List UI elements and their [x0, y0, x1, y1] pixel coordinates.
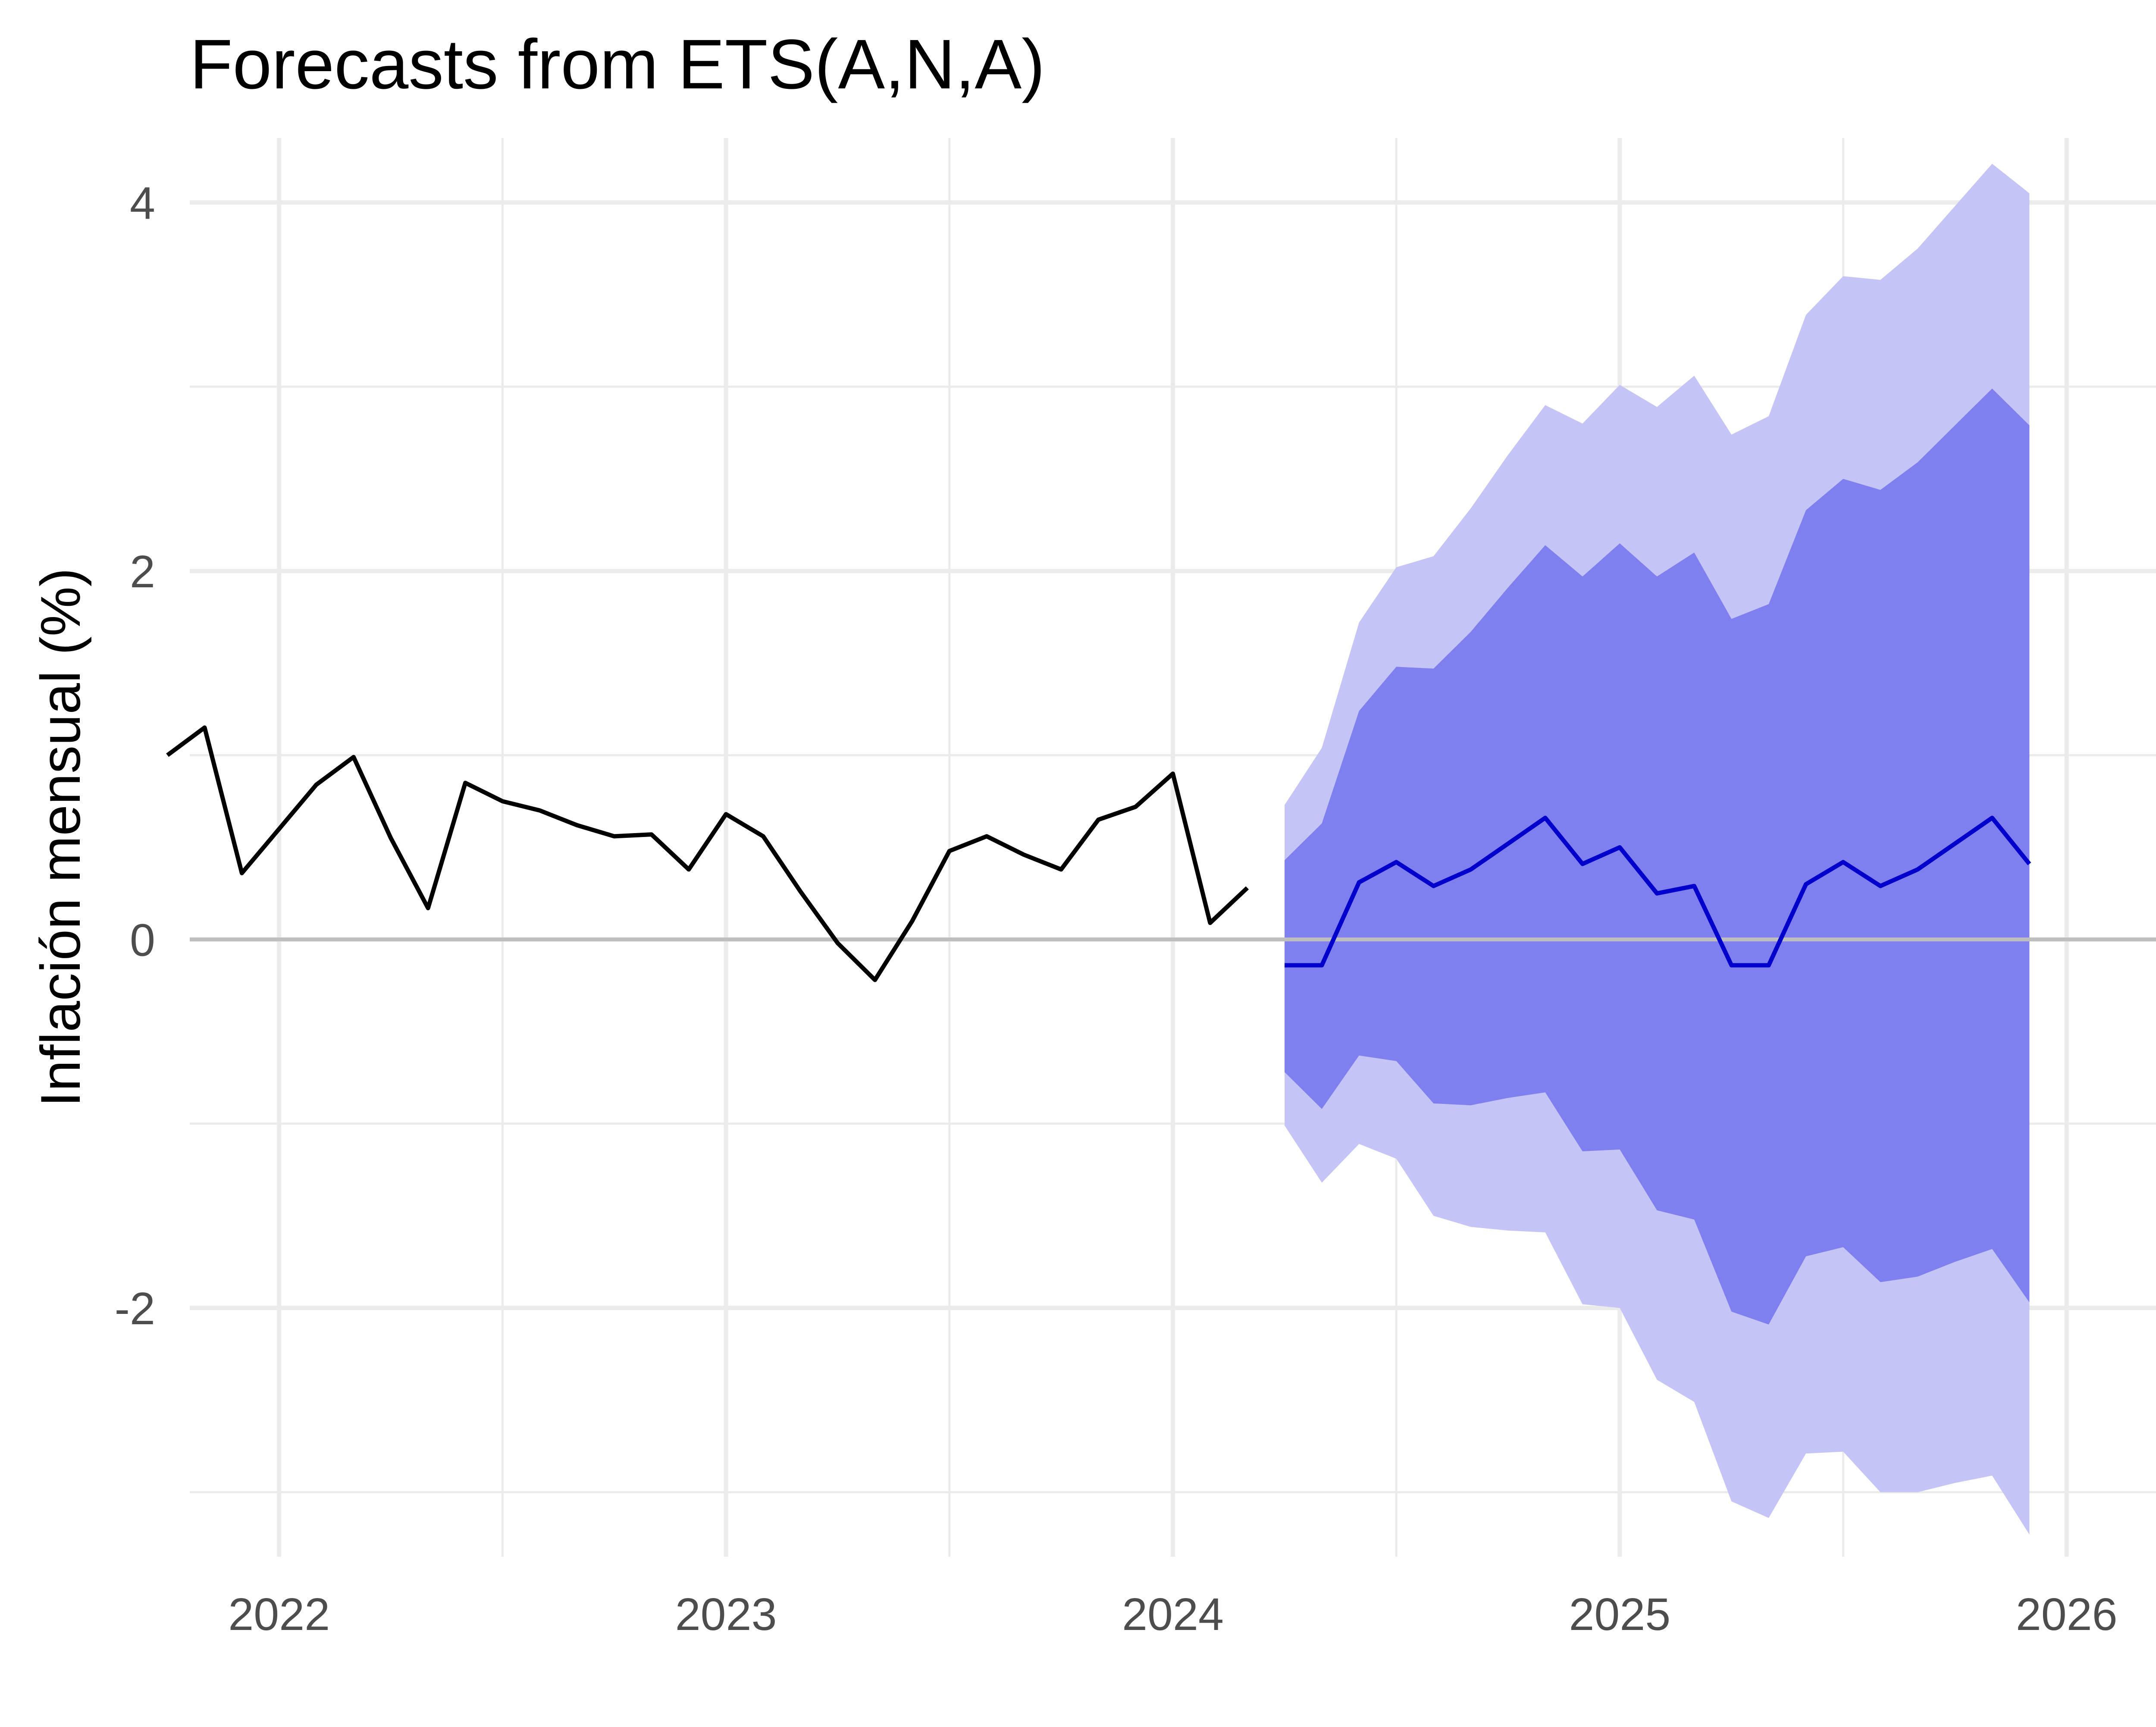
x-tick-label: 2026	[2016, 1589, 2118, 1640]
history-line	[166, 725, 1249, 982]
y-axis-title: Inflación mensual (%)	[29, 568, 92, 1107]
forecast-bands	[1285, 163, 2030, 1535]
series-lines	[166, 725, 2031, 982]
y-tick-label: 0	[130, 915, 155, 966]
x-tick-label: 2022	[228, 1589, 330, 1640]
y-tick-label: 4	[130, 178, 155, 229]
x-tick-label: 2023	[675, 1589, 777, 1640]
axis-labels: 2022 2023 2024 2025 2026 -2 0 2 4	[115, 178, 2118, 1640]
forecast-mean-line	[1285, 815, 2031, 968]
y-tick-label: 2	[130, 546, 155, 597]
x-tick-label: 2024	[1122, 1589, 1224, 1640]
x-tick-label: 2025	[1569, 1589, 1670, 1640]
y-tick-label: -2	[115, 1283, 155, 1334]
chart-title: Forecasts from ETS(A,N,A)	[190, 25, 1045, 103]
band-80-interval	[1285, 389, 2030, 1325]
